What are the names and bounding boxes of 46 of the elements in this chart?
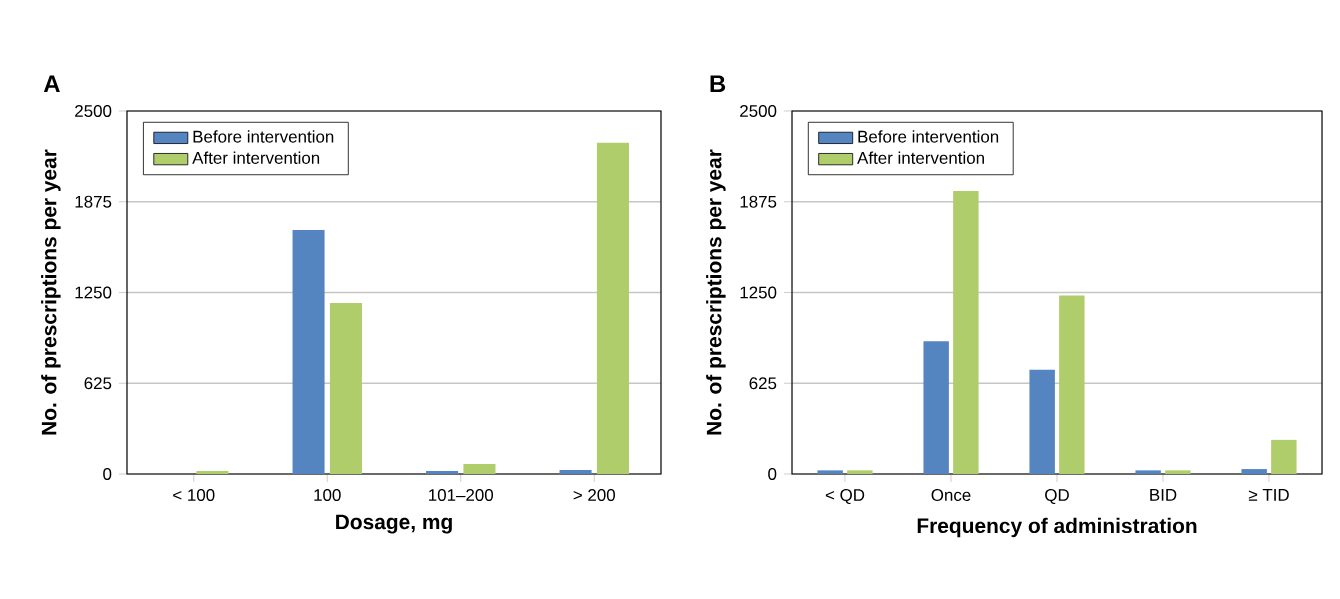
x-axis-title: Dosage, mg xyxy=(336,514,452,534)
y-tick-label: 2500 xyxy=(740,105,777,117)
bar xyxy=(1135,470,1161,474)
bar xyxy=(817,470,843,474)
x-tick-label: QD xyxy=(1045,489,1069,505)
x-tick-label: < QD xyxy=(825,489,865,505)
x-tick-label: Once xyxy=(931,489,971,502)
x-tick-label: ≥ TID xyxy=(1248,489,1289,501)
y-tick-label: 0 xyxy=(768,468,777,480)
x-tick-label: 101–200 xyxy=(429,489,494,502)
bar xyxy=(1271,439,1297,474)
chart-title: B xyxy=(710,75,726,92)
x-tick-label: < 100 xyxy=(173,489,215,502)
legend-label: Before intervention xyxy=(858,130,999,143)
bar xyxy=(596,142,629,474)
x-tick-label: 100 xyxy=(314,489,341,502)
bar xyxy=(463,463,496,474)
bar xyxy=(953,191,979,474)
legend-label: After intervention xyxy=(857,151,984,164)
x-tick-label: BID xyxy=(1150,489,1177,501)
y-tick-label: 2500 xyxy=(75,105,112,117)
bar xyxy=(847,470,873,474)
bar xyxy=(329,303,362,474)
y-axis-title: No. of prescriptions per year xyxy=(41,149,61,435)
y-tick-label: 1875 xyxy=(740,195,777,208)
y-tick-label: 1250 xyxy=(75,286,112,299)
bar xyxy=(292,230,325,474)
y-tick-label: 0 xyxy=(103,468,112,480)
bar xyxy=(1241,469,1267,474)
bar xyxy=(923,341,949,474)
legend-label: After intervention xyxy=(192,151,320,164)
y-tick-label: 1250 xyxy=(740,286,777,299)
y-tick-label: 625 xyxy=(84,377,112,390)
chart-title: A xyxy=(43,75,60,92)
bar xyxy=(426,471,459,474)
x-tick-label: > 200 xyxy=(573,489,615,502)
bar xyxy=(1059,295,1085,474)
bar xyxy=(559,470,592,474)
bar xyxy=(196,471,229,474)
legend-label: Before intervention xyxy=(193,130,334,143)
y-axis-title: No. of prescriptions per year xyxy=(706,149,726,435)
y-tick-label: 625 xyxy=(749,377,777,390)
bar xyxy=(1029,369,1055,474)
bar xyxy=(1165,470,1191,474)
x-axis-title: Frequency of administration xyxy=(917,517,1197,538)
y-tick-label: 1875 xyxy=(75,195,112,208)
